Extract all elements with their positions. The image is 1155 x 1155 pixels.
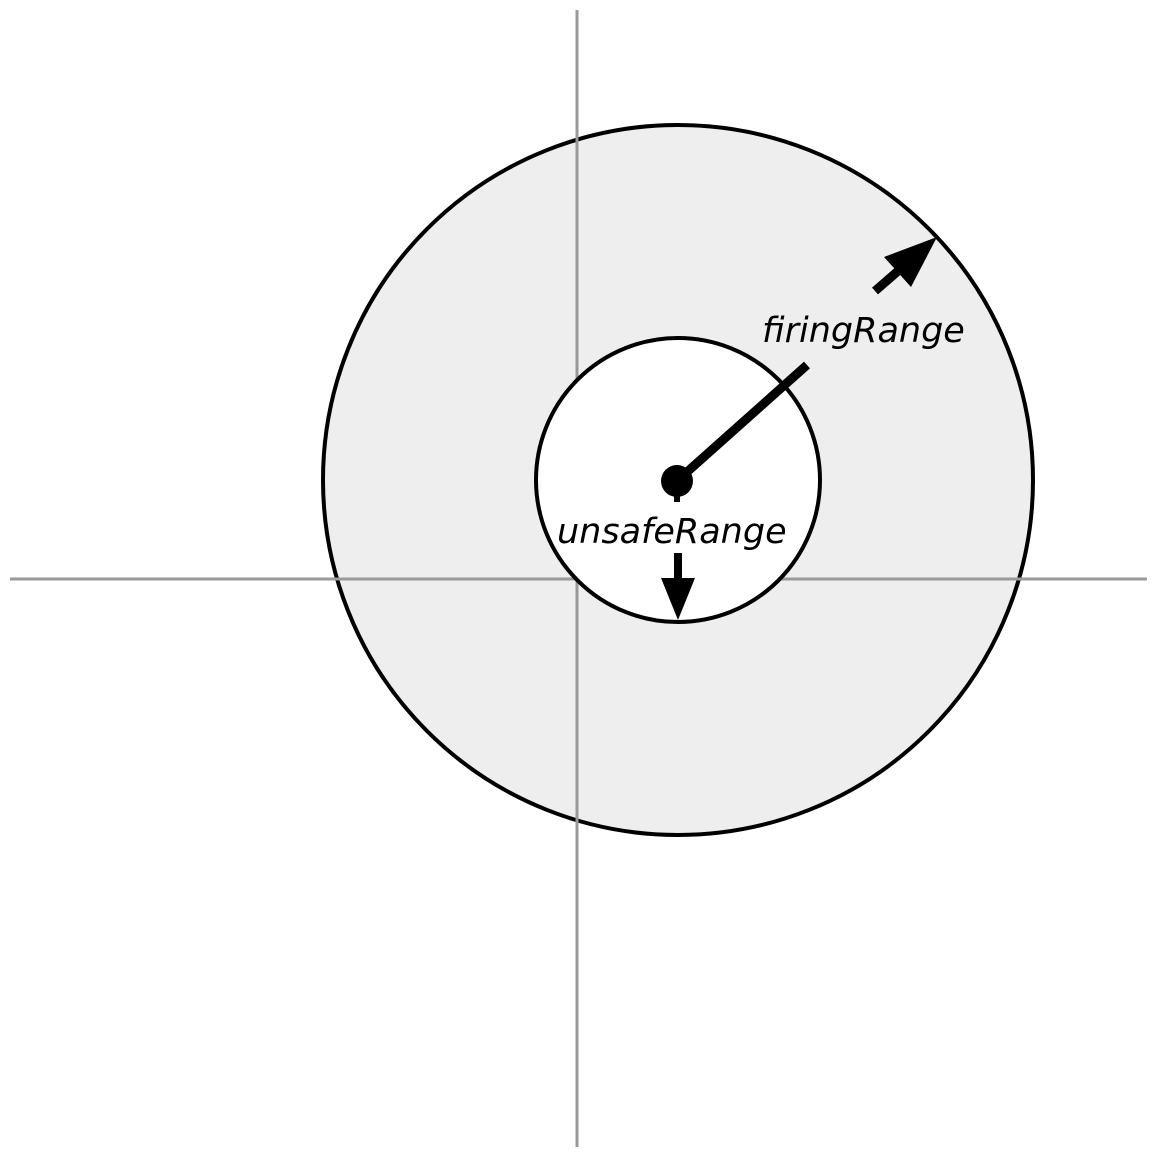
center-point: [661, 465, 693, 497]
unsafe-range-arrowhead-icon: [661, 578, 695, 620]
unsafe-range-label: unsafeRange: [557, 512, 787, 552]
firing-range-arrowhead-icon: [884, 237, 937, 287]
firing-range-radius-line: [675, 361, 810, 484]
firing-range-label: firingRange: [762, 311, 965, 351]
